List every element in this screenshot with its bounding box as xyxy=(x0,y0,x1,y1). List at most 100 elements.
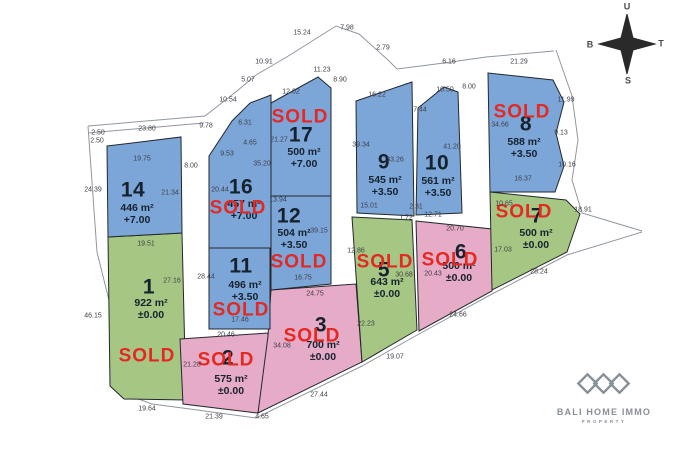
plot-16-area: 457 m² xyxy=(227,197,261,210)
plot-5-sold-badge: SOLD xyxy=(356,251,414,273)
measurement-32: 8.00 xyxy=(184,162,198,170)
plot-10-polygon xyxy=(415,86,463,216)
boundary-line-1 xyxy=(87,122,205,134)
measurement-39: 19.51 xyxy=(137,240,155,248)
measurement-61: 28.24 xyxy=(530,268,548,276)
brand-name: BALI HOME IMMO xyxy=(556,407,652,417)
plot-1-area: 922 m² xyxy=(134,296,168,309)
measurement-20: 34.66 xyxy=(491,121,509,129)
plot-14-polygon xyxy=(106,136,183,238)
plot-10-elevation: +3.50 xyxy=(424,186,452,199)
measurement-30: 35.20 xyxy=(253,160,271,168)
plot-6-sold-badge: SOLD xyxy=(421,249,479,271)
plot-17-polygon xyxy=(270,76,332,197)
plot-11-sold-badge: SOLD xyxy=(212,299,270,321)
measurement-44: 17.46 xyxy=(231,316,249,324)
plot-6-number: 6 xyxy=(454,240,468,264)
measurement-5: 5.07 xyxy=(241,76,255,84)
compass-south-label: S xyxy=(624,75,632,86)
measurement-27: 6.31 xyxy=(238,119,252,127)
measurement-6: 10.91 xyxy=(255,58,273,66)
plot-8-number: 8 xyxy=(519,112,533,136)
measurement-16: 7.44 xyxy=(413,106,427,114)
plot-5-polygon xyxy=(351,216,418,363)
plot-16-polygon xyxy=(208,94,272,249)
plot-6-polygon xyxy=(415,220,493,332)
measurement-14: 6.16 xyxy=(442,58,456,66)
plot-16-sold-badge: SOLD xyxy=(209,197,267,219)
measurement-18: 21.29 xyxy=(510,58,528,66)
measurement-25: 33.26 xyxy=(386,156,404,164)
measurement-45: 20.46 xyxy=(217,331,235,339)
compass-west-label: B xyxy=(586,39,594,50)
plot-1-elevation: ±0.00 xyxy=(137,308,165,321)
plot-2-sold-badge: SOLD xyxy=(197,349,255,371)
measurement-0: 2.50 xyxy=(91,129,105,137)
measurement-47: 34.08 xyxy=(273,342,291,350)
plot-5-elevation: ±0.00 xyxy=(373,287,401,300)
measurement-7: 15.24 xyxy=(293,29,311,37)
measurement-38: 39.15 xyxy=(310,227,328,235)
measurement-22: 10.16 xyxy=(558,161,576,169)
measurement-54: 12.86 xyxy=(347,247,365,255)
plot-7-polygon xyxy=(489,191,581,291)
plot-2-elevation: ±0.00 xyxy=(217,384,245,397)
plot-12-area: 504 m² xyxy=(277,226,311,239)
measurement-12: 8.90 xyxy=(333,76,347,84)
plot-9-area: 545 m² xyxy=(368,173,402,186)
measurement-63: 18.91 xyxy=(574,206,592,214)
plot-3-area: 700 m² xyxy=(306,338,340,351)
measurement-56: 20.43 xyxy=(424,270,442,278)
compass-east-label: T xyxy=(658,38,664,49)
plot-9-number: 9 xyxy=(377,150,391,174)
boundary-line-2 xyxy=(555,49,643,232)
plot-11-area: 496 m² xyxy=(228,278,262,291)
plot-12-elevation: +3.50 xyxy=(280,238,308,251)
plot-10-area: 561 m² xyxy=(421,174,455,187)
measurement-35: 21.34 xyxy=(161,189,179,197)
measurement-13: 16.22 xyxy=(368,91,386,99)
brand-logo: BALI HOME IMMO PROPERTY xyxy=(552,370,656,424)
measurement-26: 39.34 xyxy=(352,141,370,149)
measurement-46: 24.75 xyxy=(306,290,324,298)
plot-7-elevation: ±0.00 xyxy=(522,238,550,251)
measurement-33: 19.75 xyxy=(133,155,151,163)
measurement-48: 21.28 xyxy=(183,361,201,369)
brand-tagline: PROPERTY xyxy=(581,419,627,424)
plot-17-sold-badge: SOLD xyxy=(271,106,329,128)
measurement-57: 22.23 xyxy=(357,320,375,328)
plot-5-number: 5 xyxy=(377,258,391,282)
boundary-line-0 xyxy=(87,25,555,127)
plot-10-number: 10 xyxy=(424,151,450,175)
measurement-43: 46.15 xyxy=(84,312,102,320)
measurement-64: 19.64 xyxy=(138,405,156,413)
plot-1-sold-badge: SOLD xyxy=(118,345,176,367)
plot-2-area: 575 m² xyxy=(214,372,248,385)
measurement-4: 10.54 xyxy=(219,96,237,104)
plot-9-elevation: +3.50 xyxy=(371,185,399,198)
plot-14-elevation: +7.00 xyxy=(123,213,151,226)
compass-rose-icon xyxy=(597,13,657,75)
plot-5-area: 643 m² xyxy=(370,275,404,288)
plot-16-number: 16 xyxy=(228,175,254,199)
measurement-34: 24.39 xyxy=(84,186,102,194)
plot-9-polygon xyxy=(355,81,415,217)
measurement-67: 27.44 xyxy=(310,391,328,399)
plot-17-elevation: +7.00 xyxy=(290,157,318,170)
measurement-19: 11.99 xyxy=(557,96,575,104)
measurement-53: 20.70 xyxy=(446,225,464,233)
measurement-23: 16.37 xyxy=(514,175,532,183)
plot-8-area: 588 m² xyxy=(507,135,541,148)
measurement-17: 8.00 xyxy=(462,83,476,91)
measurement-49: 15.01 xyxy=(360,202,378,210)
plot-14-area: 446 m² xyxy=(120,201,154,214)
measurement-37: 13.94 xyxy=(269,196,287,204)
compass-north-label: U xyxy=(623,1,631,12)
measurement-58: 19.07 xyxy=(386,353,404,361)
plot-8-elevation: +3.50 xyxy=(510,147,538,160)
plot-3-elevation: ±0.00 xyxy=(309,350,337,363)
measurement-40: 27.16 xyxy=(163,277,181,285)
plot-7-number: 7 xyxy=(530,204,544,228)
plot-8-sold-badge: SOLD xyxy=(493,101,551,123)
